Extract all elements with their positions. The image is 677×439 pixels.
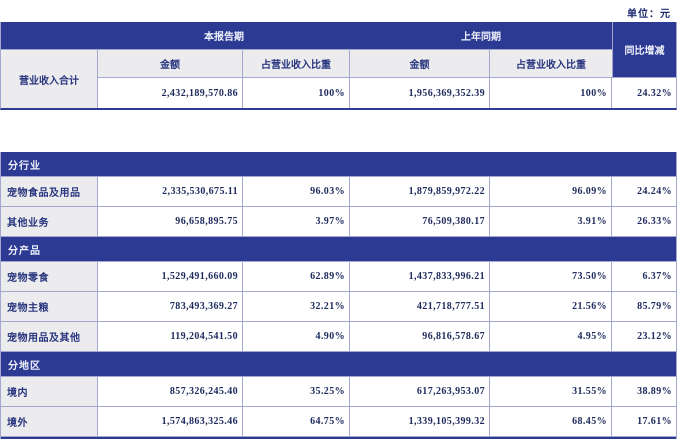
current-amount-value: 2,432,189,570.86 <box>98 78 243 108</box>
ratio-current: 32.21% <box>243 292 350 322</box>
yoy-change: 85.79% <box>612 292 676 322</box>
current-ratio-value: 100% <box>243 78 350 108</box>
amount-prior: 617,263,953.07 <box>350 377 490 407</box>
section-band-industry: 分行业 <box>1 152 676 177</box>
row-label: 宠物用品及其他 <box>1 322 98 352</box>
ratio-current: 3.97% <box>243 207 350 237</box>
row-label: 宠物食品及用品 <box>1 177 98 207</box>
unit-label: 单位：元 <box>627 9 671 20</box>
ratio-current: 35.25% <box>243 377 350 407</box>
yoy-change: 26.33% <box>612 207 676 237</box>
section-band-product: 分产品 <box>1 237 676 262</box>
amount-prior: 76,509,380.17 <box>350 207 490 237</box>
yoy-header-cell: 同比增减 <box>612 22 676 78</box>
header-spacer-cell <box>1 22 98 50</box>
subheader-ratio-current: 占营业收入比重 <box>243 50 350 78</box>
detail-table: 分行业 宠物食品及用品 2,335,530,675.11 96.03% 1,87… <box>0 152 677 439</box>
amount-current: 783,493,369.27 <box>98 292 243 322</box>
subheader-amount-prior: 金额 <box>350 50 490 78</box>
ratio-current: 64.75% <box>243 407 350 437</box>
ratio-prior: 3.91% <box>490 207 612 237</box>
row-label: 境外 <box>1 407 98 437</box>
amount-prior: 1,437,833,996.21 <box>350 262 490 292</box>
amount-current: 2,335,530,675.11 <box>98 177 243 207</box>
group-header-prior-period: 上年同期 <box>350 22 612 50</box>
yoy-change: 17.61% <box>612 407 676 437</box>
cutoff-next-band <box>1 437 676 439</box>
yoy-change: 23.12% <box>612 322 676 352</box>
amount-current: 1,574,863,325.46 <box>98 407 243 437</box>
row-label: 宠物主粮 <box>1 292 98 322</box>
amount-current: 1,529,491,660.09 <box>98 262 243 292</box>
amount-prior: 421,718,777.51 <box>350 292 490 322</box>
yoy-change: 6.37% <box>612 262 676 292</box>
yoy-change: 24.24% <box>612 177 676 207</box>
yoy-change: 38.89% <box>612 377 676 407</box>
amount-prior: 1,339,105,399.32 <box>350 407 490 437</box>
subheader-ratio-prior: 占营业收入比重 <box>490 50 612 78</box>
amount-prior: 1,879,859,972.22 <box>350 177 490 207</box>
row-label: 其他业务 <box>1 207 98 237</box>
ratio-prior: 31.55% <box>490 377 612 407</box>
ratio-prior: 21.56% <box>490 292 612 322</box>
amount-current: 119,204,541.50 <box>98 322 243 352</box>
prior-amount-value: 1,956,369,352.39 <box>350 78 490 108</box>
ratio-prior: 96.09% <box>490 177 612 207</box>
subheader-amount-current: 金额 <box>98 50 243 78</box>
ratio-prior: 68.45% <box>490 407 612 437</box>
summary-table: 本报告期 上年同期 同比增减 营业收入合计 金额 占营业收入比重 金额 占营业收… <box>0 22 677 110</box>
row-label: 宠物零食 <box>1 262 98 292</box>
ratio-current: 4.90% <box>243 322 350 352</box>
group-header-current-period: 本报告期 <box>98 22 350 50</box>
prior-ratio-value: 100% <box>490 78 612 108</box>
amount-prior: 96,816,578.67 <box>350 322 490 352</box>
metric-label-cell: 营业收入合计 <box>1 50 98 108</box>
amount-current: 857,326,245.40 <box>98 377 243 407</box>
amount-current: 96,658,895.75 <box>98 207 243 237</box>
yoy-value: 24.32% <box>612 78 676 108</box>
ratio-current: 62.89% <box>243 262 350 292</box>
ratio-prior: 73.50% <box>490 262 612 292</box>
row-label: 境内 <box>1 377 98 407</box>
ratio-prior: 4.95% <box>490 322 612 352</box>
ratio-current: 96.03% <box>243 177 350 207</box>
section-band-region: 分地区 <box>1 352 676 377</box>
